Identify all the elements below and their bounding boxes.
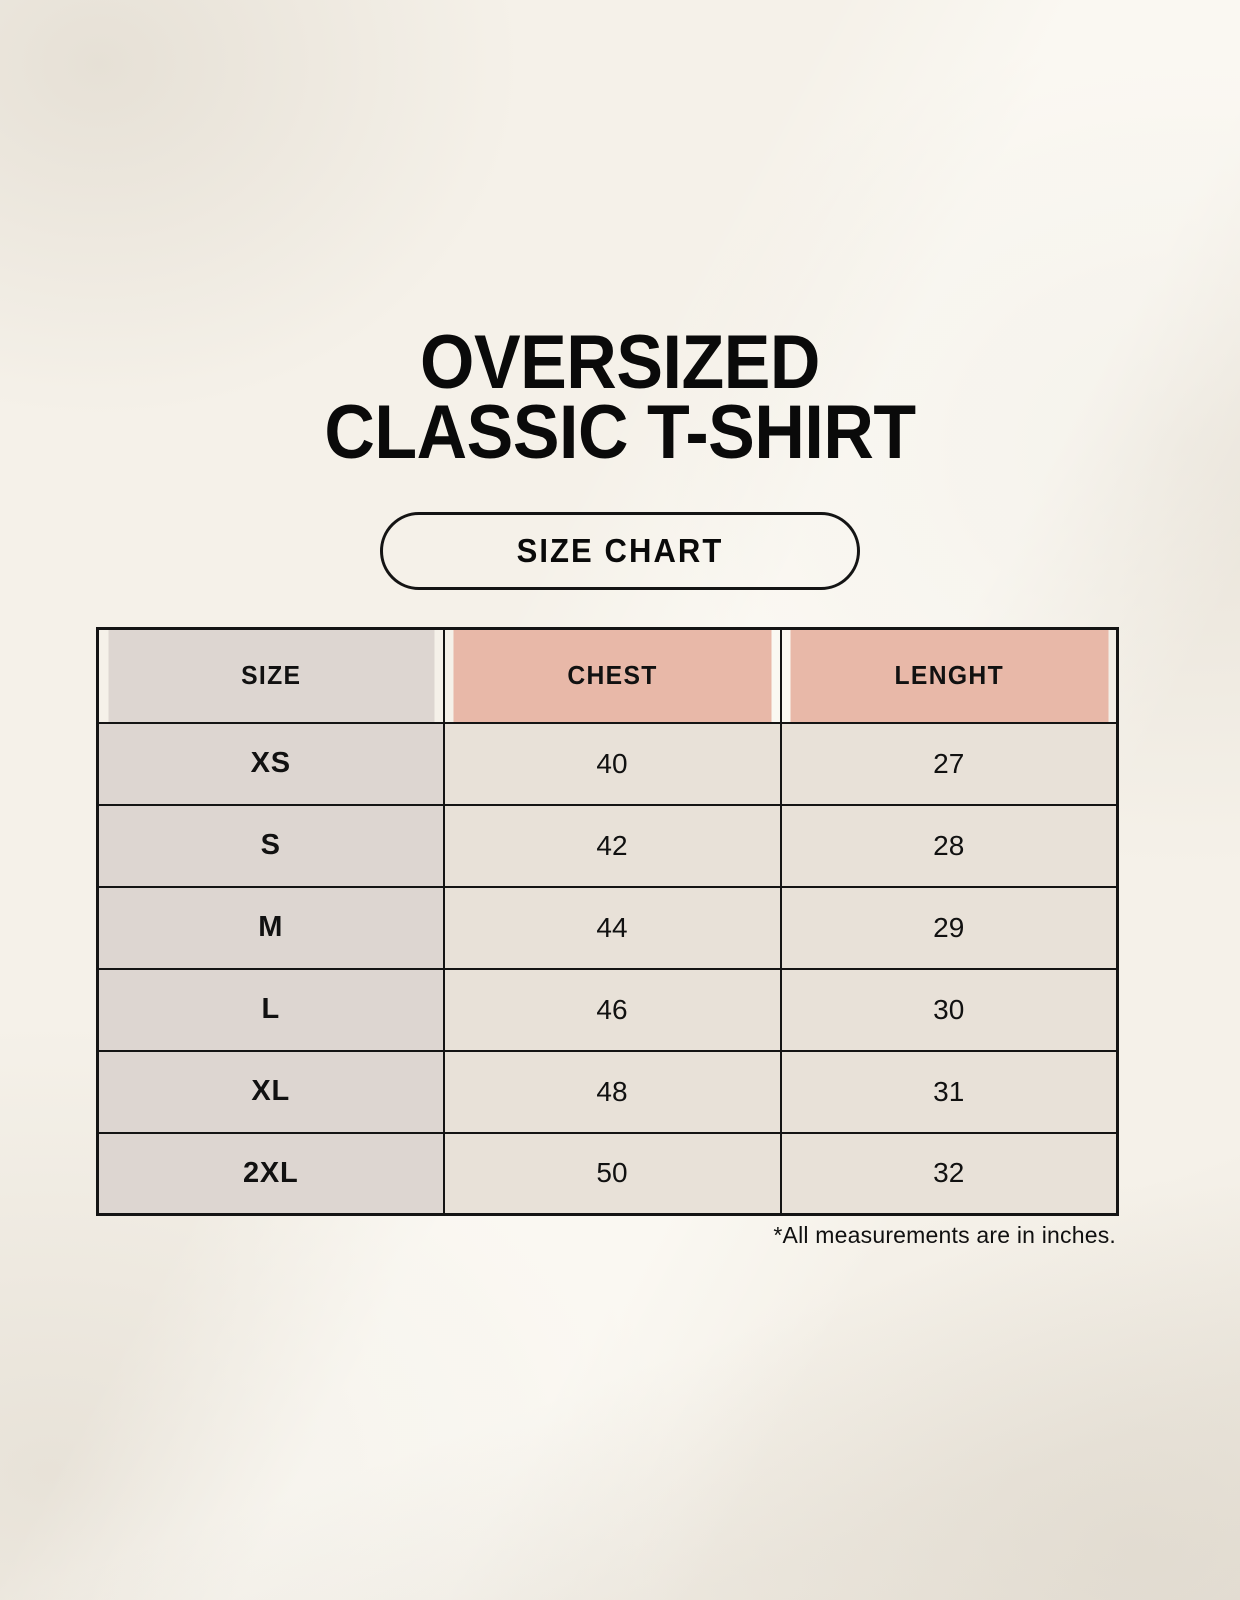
cell-size: 2XL — [96, 1131, 445, 1216]
cell-length: 31 — [779, 1049, 1119, 1134]
cell-length: 29 — [779, 885, 1119, 970]
cell-length: 28 — [779, 803, 1119, 888]
table-row: XS 40 27 — [96, 721, 1119, 806]
column-header-chest: CHEST — [450, 627, 774, 724]
cell-chest: 48 — [442, 1049, 782, 1134]
cell-size: S — [96, 803, 445, 888]
page-title: OVERSIZED CLASSIC T-SHIRT — [0, 320, 1240, 475]
cell-length: 32 — [779, 1131, 1119, 1216]
cell-chest: 46 — [442, 967, 782, 1052]
page-title-line-1: OVERSIZED — [420, 320, 820, 405]
table-row: L 46 30 — [96, 967, 1119, 1052]
size-table: SIZE CHEST LENGHT XS 40 27 S 42 28 M — [96, 627, 1119, 1216]
column-header-size: SIZE — [105, 627, 436, 724]
cell-length: 27 — [779, 721, 1119, 806]
size-table-head: SIZE CHEST LENGHT — [98, 627, 1118, 724]
table-row: XL 48 31 — [96, 1049, 1119, 1134]
measurement-units-note: *All measurements are in inches. — [773, 1222, 1116, 1248]
cell-size: XS — [96, 721, 445, 806]
column-header-length: LENGHT — [787, 627, 1111, 724]
size-table-wrap: SIZE CHEST LENGHT XS 40 27 S 42 28 M — [96, 627, 1119, 1216]
cell-chest: 40 — [442, 721, 782, 806]
table-row: S 42 28 — [96, 803, 1119, 888]
table-header-row: SIZE CHEST LENGHT — [98, 627, 1118, 724]
size-table-body: XS 40 27 S 42 28 M 44 29 L 46 30 — [96, 721, 1119, 1216]
cell-chest: 42 — [442, 803, 782, 888]
size-chart-badge-wrap: SIZE CHART — [0, 512, 1240, 590]
cell-chest: 44 — [442, 885, 782, 970]
size-chart-badge-label: SIZE CHART — [516, 532, 724, 569]
cell-size: L — [96, 967, 445, 1052]
cell-size: XL — [96, 1049, 445, 1134]
cell-size: M — [96, 885, 445, 970]
page-title-line-2: CLASSIC T-SHIRT — [324, 389, 916, 475]
cell-chest: 50 — [442, 1131, 782, 1216]
table-row: M 44 29 — [96, 885, 1119, 970]
cell-length: 30 — [779, 967, 1119, 1052]
size-chart-badge: SIZE CHART — [380, 512, 860, 590]
table-row: 2XL 50 32 — [96, 1131, 1119, 1216]
